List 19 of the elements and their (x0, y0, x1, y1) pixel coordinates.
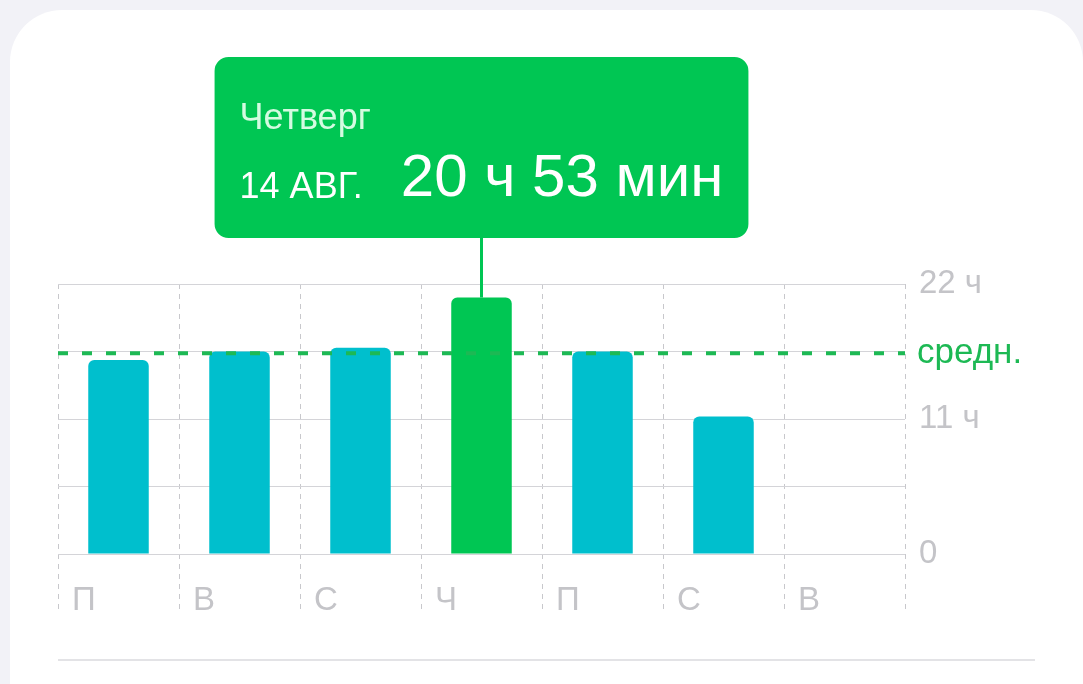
text: Четверг (239, 96, 371, 137)
bar (330, 347, 391, 554)
y-tick-label: 11 ч (919, 398, 980, 436)
ref-line-label: средн. (917, 331, 1023, 370)
x-tick-label: С (314, 579, 338, 617)
x-tick-label: В (798, 579, 821, 617)
x-tick-label: Ч (435, 579, 457, 617)
text: 20 ч 53 мин (400, 142, 724, 209)
y-tick-label: 22 ч (919, 263, 983, 301)
bar (572, 351, 633, 554)
text: 14 АВГ. (239, 165, 363, 206)
x-tick-label: С (677, 579, 701, 617)
x-tick-label: В (193, 579, 216, 617)
y-tick-label: 0 (919, 533, 938, 571)
x-tick-label: П (556, 579, 580, 617)
bar (693, 416, 754, 554)
x-tick-label: П (72, 579, 96, 617)
bar (88, 360, 149, 554)
bar (209, 351, 270, 554)
